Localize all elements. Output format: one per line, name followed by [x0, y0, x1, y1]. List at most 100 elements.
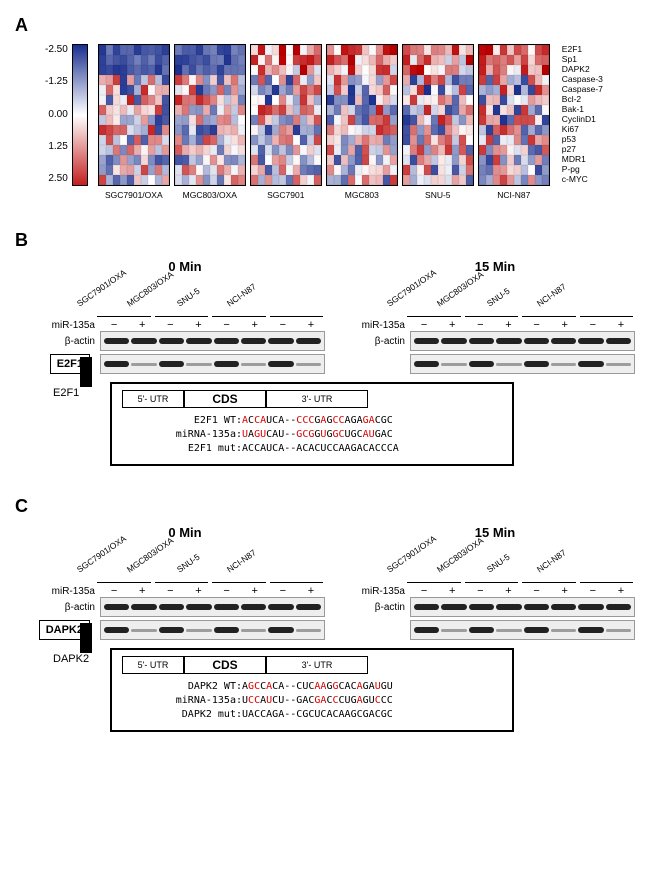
heatmap-cell: [452, 115, 459, 125]
heatmap-cell: [224, 45, 231, 55]
heatmap-cell: [445, 115, 452, 125]
heatmap-cell: [466, 95, 473, 105]
panel-a: A -2.50-1.250.001.252.50 SGC7901/OXAMGC8…: [15, 15, 635, 200]
heatmap-cell: [210, 65, 217, 75]
heatmap-cell: [438, 105, 445, 115]
panel-c: C 0 MinSGC7901/OXAMGC803/OXASNU-5NCI-N87…: [15, 496, 635, 732]
heatmap-cell: [542, 85, 549, 95]
heatmap-cell: [251, 45, 258, 55]
heatmap-cell: [210, 55, 217, 65]
panel-b: B 0 MinSGC7901/OXAMGC803/OXASNU-5NCI-N87…: [15, 230, 635, 466]
heatmap-cell: [141, 75, 148, 85]
heatmap-cell: [500, 145, 507, 155]
heatmap-cell: [293, 155, 300, 165]
heatmap-cell: [203, 145, 210, 155]
heatmap-cell: [445, 125, 452, 135]
heatmap-cell: [148, 75, 155, 85]
heatmap-cell: [459, 45, 466, 55]
heatmap-cell: [369, 75, 376, 85]
heatmap-cell: [210, 125, 217, 135]
heatmap-sample-label: MGC803/OXA: [183, 190, 237, 200]
heatmap-cell: [438, 125, 445, 135]
heatmap-cell: [210, 155, 217, 165]
heatmap-cell: [106, 85, 113, 95]
heatmap-cell: [148, 45, 155, 55]
heatmap-cell: [390, 165, 397, 175]
heatmap-cell: [341, 155, 348, 165]
heatmap-cell: [528, 75, 535, 85]
heatmap-cell: [265, 165, 272, 175]
heatmap-cell: [424, 45, 431, 55]
heatmap-cell: [500, 105, 507, 115]
heatmap-cell: [355, 165, 362, 175]
heatmap-cell: [141, 45, 148, 55]
heatmap-cell: [417, 55, 424, 65]
heatmap-cell: [390, 95, 397, 105]
heatmap-cell: [300, 95, 307, 105]
heatmap-cell: [355, 55, 362, 65]
heatmap-cell: [113, 145, 120, 155]
heatmap-cell: [417, 75, 424, 85]
heatmap-cell: [293, 65, 300, 75]
heatmap-cell: [314, 115, 321, 125]
heatmap-cell: [148, 175, 155, 185]
heatmap-cell: [272, 155, 279, 165]
heatmap-cell: [113, 65, 120, 75]
heatmap-cell: [106, 75, 113, 85]
loading-control-label: β-actin: [45, 331, 100, 351]
heatmap-cell: [286, 65, 293, 75]
heatmap-cell: [507, 165, 514, 175]
heatmap-cell: [99, 65, 106, 75]
heatmap-cell: [231, 95, 238, 105]
heatmap-cell: [479, 155, 486, 165]
heatmap-cell: [141, 65, 148, 75]
heatmap-cell: [217, 55, 224, 65]
heatmap-cell: [438, 145, 445, 155]
loading-control-label: β-actin: [45, 597, 100, 617]
heatmap-cell: [314, 45, 321, 55]
heatmap-cell: [521, 115, 528, 125]
heatmap-cell: [535, 95, 542, 105]
heatmap-cell: [258, 105, 265, 115]
heatmap-cell: [348, 55, 355, 65]
heatmap-cell: [127, 125, 134, 135]
heatmap-cell: [431, 85, 438, 95]
heatmap-cell: [410, 155, 417, 165]
heatmap-cell: [258, 165, 265, 175]
heatmap-cell: [113, 105, 120, 115]
heatmap-cell: [507, 105, 514, 115]
heatmap-cell: [507, 95, 514, 105]
heatmap-cell: [355, 75, 362, 85]
cds-box: CDS: [184, 390, 266, 408]
heatmap-cell: [265, 135, 272, 145]
heatmap-cell: [265, 45, 272, 55]
heatmap-cell: [189, 145, 196, 155]
heatmap-cell: [362, 45, 369, 55]
heatmap-cell: [438, 85, 445, 95]
heatmap-cell: [210, 95, 217, 105]
colorbar-tick: 2.50: [45, 173, 68, 184]
heatmap-cell: [196, 165, 203, 175]
heatmap-cell: [210, 105, 217, 115]
heatmap-cell: [314, 125, 321, 135]
utr3-box: 3'- UTR: [266, 656, 368, 674]
heatmap-cell: [403, 135, 410, 145]
heatmap-cell: [182, 55, 189, 65]
heatmap-grid: [98, 44, 170, 186]
heatmap-block: MGC803/OXA: [174, 44, 246, 200]
heatmap-cell: [127, 45, 134, 55]
heatmap-cell: [431, 55, 438, 65]
heatmap-cell: [175, 105, 182, 115]
heatmap-cell: [452, 75, 459, 85]
heatmap-cell: [106, 165, 113, 175]
heatmap-cell: [528, 125, 535, 135]
heatmap-cell: [438, 155, 445, 165]
heatmap-cell: [224, 105, 231, 115]
heatmap-cell: [307, 145, 314, 155]
heatmap-cell: [369, 145, 376, 155]
heatmap-cell: [528, 175, 535, 185]
heatmap-cell: [341, 55, 348, 65]
heatmap-cell: [390, 45, 397, 55]
heatmap-cell: [314, 145, 321, 155]
heatmap-cell: [431, 175, 438, 185]
